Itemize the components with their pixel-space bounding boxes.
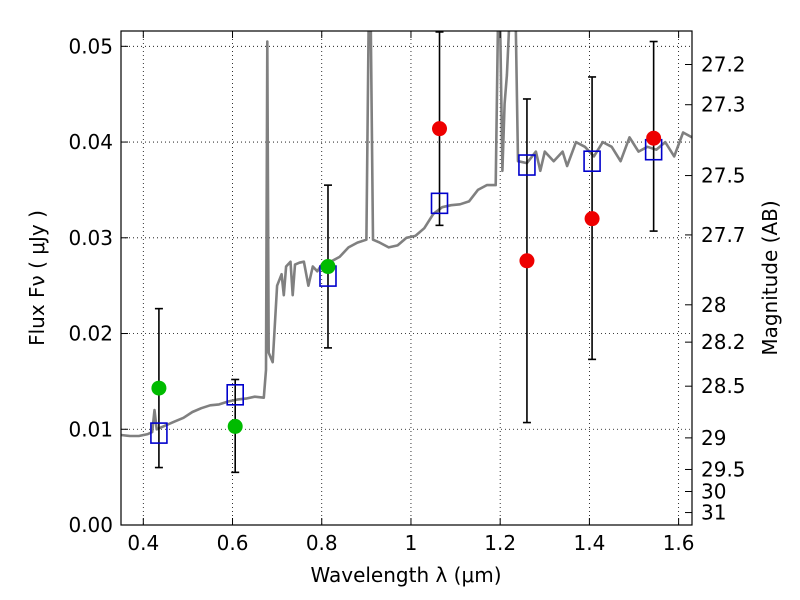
y-tick-label: 0.04: [68, 130, 113, 154]
y-tick-label: 0.05: [68, 34, 113, 58]
markers: [150, 121, 663, 444]
magnitude-tick-label: 27.3: [701, 93, 746, 117]
y-tick-label: 0.01: [68, 417, 113, 441]
magnitude-tick-label: 27.7: [701, 223, 746, 247]
magnitude-tick-label: 27.2: [701, 53, 746, 77]
y-axis-ticks: 0.00 0.01 0.02 0.03 0.04 0.05: [68, 34, 128, 537]
observed-flux-point: [227, 418, 243, 434]
x-axis-ticks: 0.4 0.6 0.8 1 1.2 1.4 1.6: [127, 31, 695, 555]
magnitude-tick-label: 31: [701, 501, 726, 525]
spectrum-line: [121, 31, 692, 438]
y2-axis-label: Magnitude (AB): [758, 200, 782, 355]
model-photometry-square: [430, 192, 449, 215]
plot-frame: [120, 30, 693, 526]
x-axis-label: Wavelength λ (μm): [310, 563, 501, 587]
x-tick-label: 0.6: [217, 531, 249, 555]
x-tick-label: 1.6: [663, 531, 695, 555]
y-axis-label: Flux Fν ( μJy ): [25, 210, 49, 346]
magnitude-tick-label: 29: [701, 426, 726, 450]
magnitude-tick-label: 29.5: [701, 457, 746, 481]
y-tick-label: 0.00: [68, 513, 113, 537]
observed-flux-point: [432, 121, 448, 137]
model-photometry-square: [583, 150, 601, 173]
y-tick-label: 0.02: [68, 322, 113, 346]
x-tick-label: 1.2: [484, 531, 516, 555]
y-tick-label: 0.03: [68, 226, 113, 250]
observed-flux-point: [519, 253, 535, 269]
model-photometry-square: [226, 383, 244, 406]
x-tick-label: 0.8: [306, 531, 338, 555]
magnitude-tick-label: 28: [701, 293, 726, 317]
observed-flux-point: [320, 259, 336, 275]
magnitude-tick-label: 30: [701, 479, 726, 503]
observed-flux-point: [151, 380, 167, 396]
model-photometry-square: [150, 422, 168, 444]
plot-background: [121, 31, 692, 525]
magnitude-tick-label: 28.2: [701, 330, 746, 354]
magnitude-tick-label: 27.5: [701, 164, 746, 188]
x-tick-label: 1: [405, 531, 418, 555]
x-tick-label: 1.4: [573, 531, 605, 555]
magnitude-tick-label: 28.5: [701, 374, 746, 398]
x-tick-label: 0.4: [127, 531, 159, 555]
observed-flux-point: [584, 211, 600, 227]
observed-flux-point: [646, 130, 662, 146]
spectrum-layer: [121, 31, 692, 438]
model-photometry-square: [518, 154, 536, 176]
